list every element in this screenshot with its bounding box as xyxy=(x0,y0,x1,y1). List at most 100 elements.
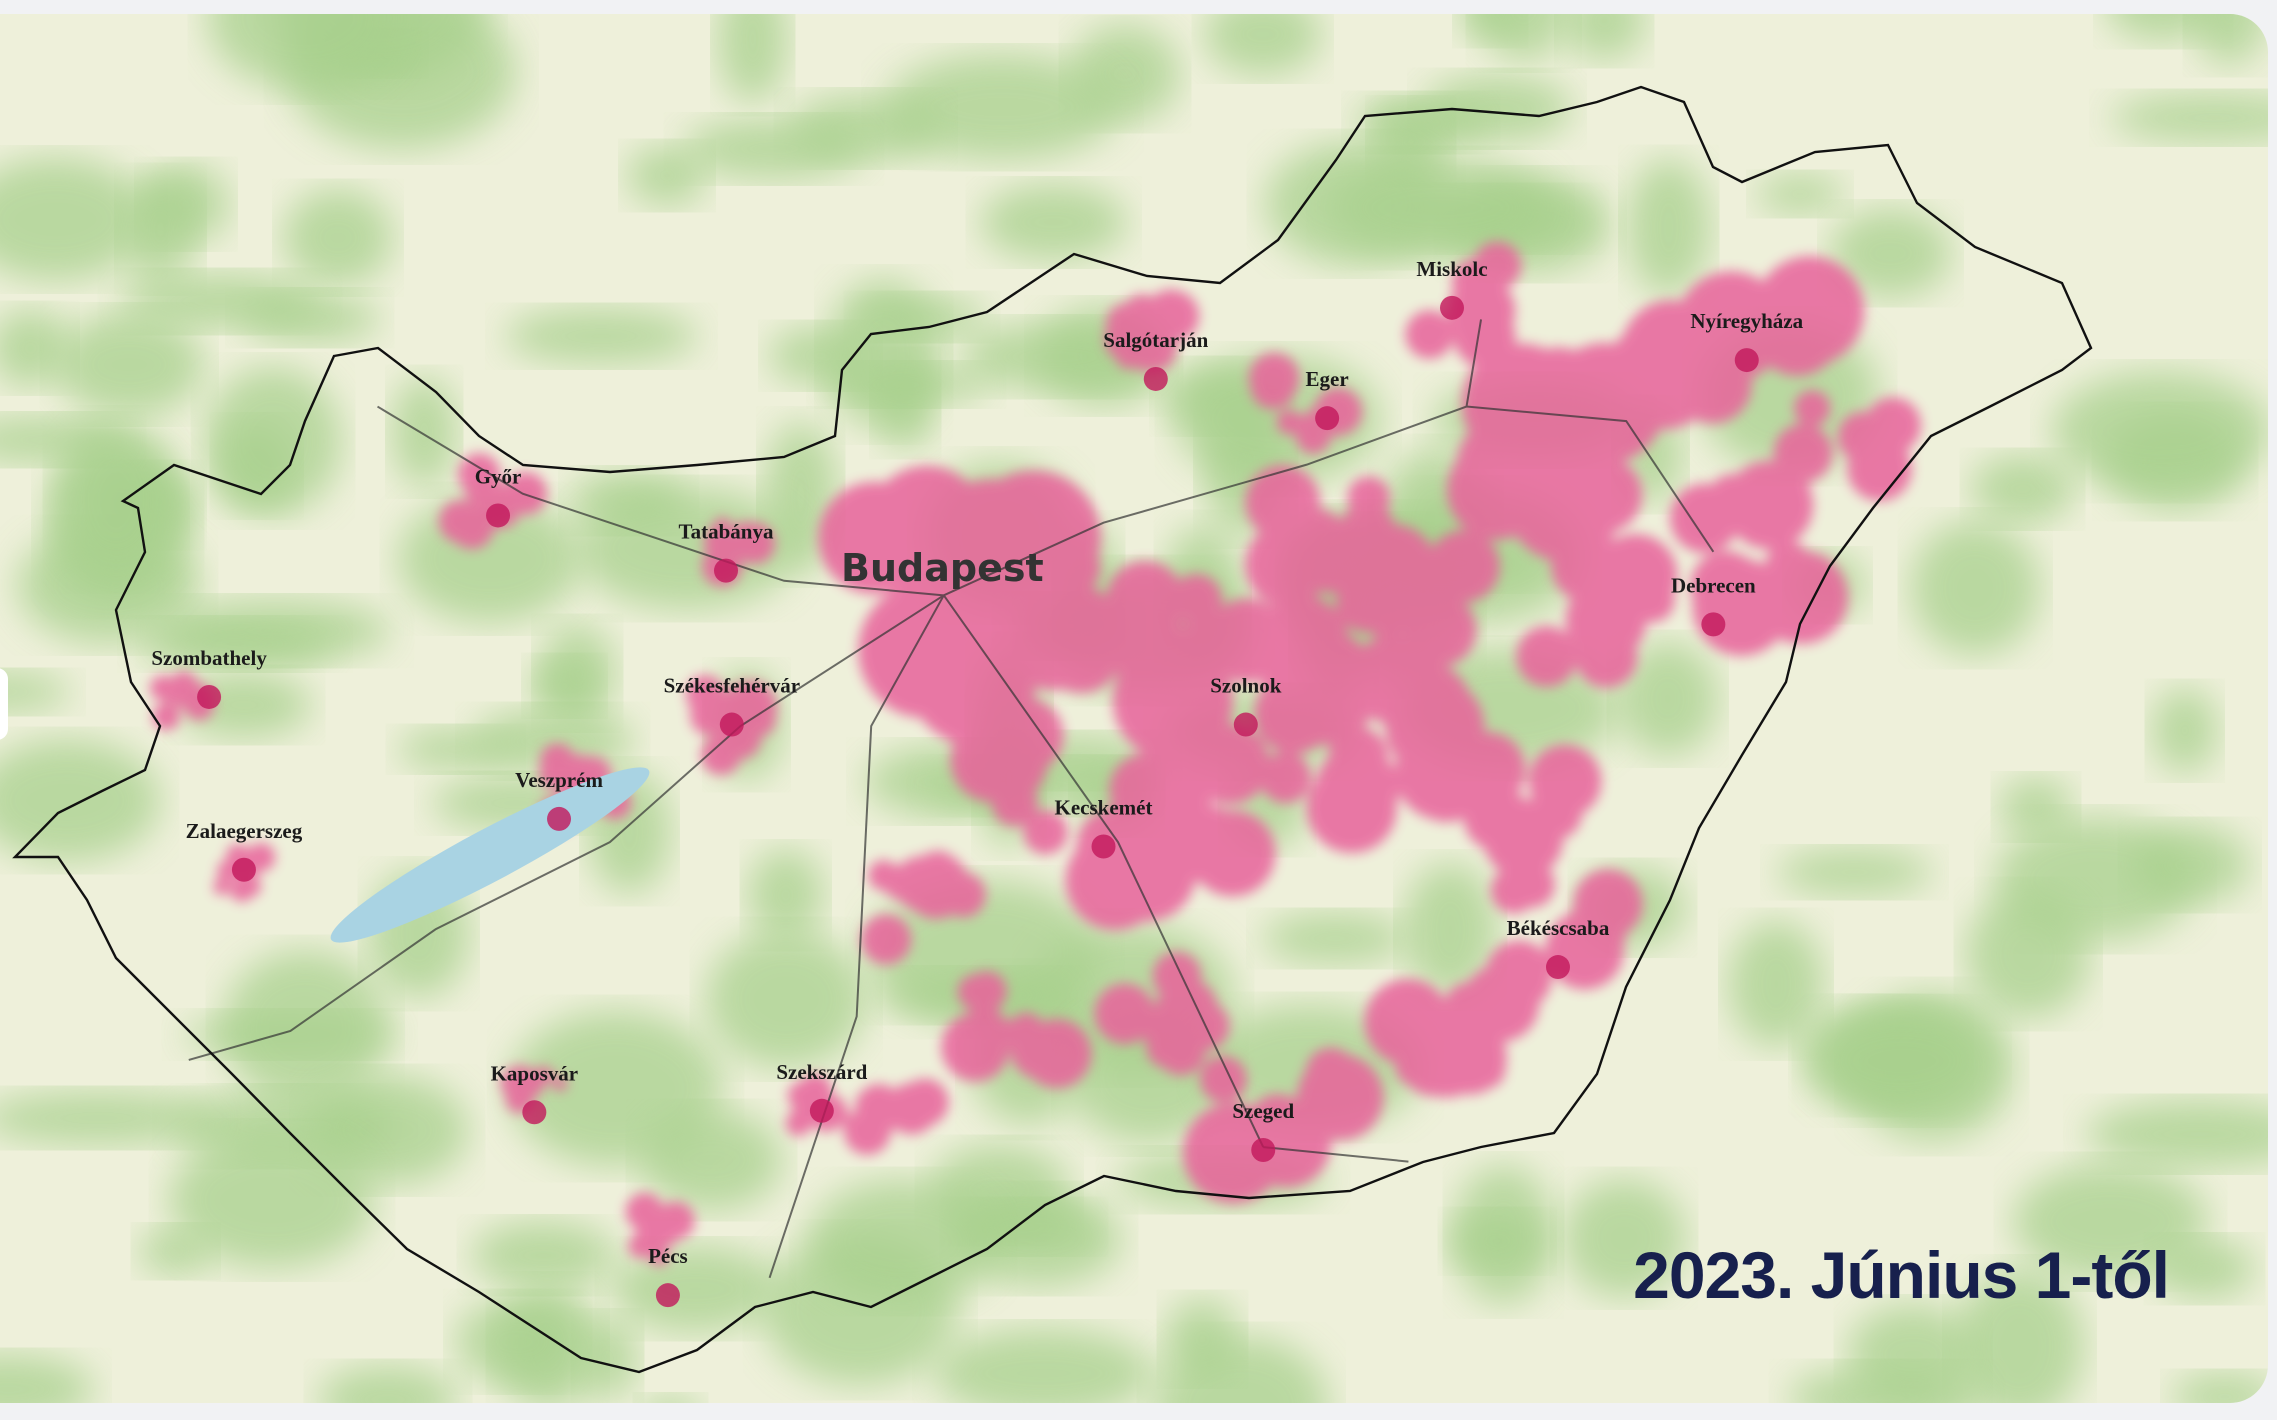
lake-balaton xyxy=(330,767,650,943)
forest-patch xyxy=(2190,14,2268,66)
coverage-area xyxy=(656,1201,695,1240)
coverage-area xyxy=(1690,550,1762,623)
city-marker xyxy=(1091,834,1116,859)
road-layer xyxy=(188,319,1715,1279)
coverage-area xyxy=(861,914,912,965)
city-label: Veszprém xyxy=(515,768,603,792)
coverage-area xyxy=(1048,541,1101,594)
city-label: Salgótarján xyxy=(1103,328,1208,352)
forest-patch xyxy=(1476,14,1572,62)
forest-patch xyxy=(980,183,1128,261)
forest-patch xyxy=(717,14,789,104)
forest-patch xyxy=(0,308,72,388)
coverage-area xyxy=(438,499,482,543)
forest-patch xyxy=(528,658,601,714)
city-marker xyxy=(1143,366,1168,391)
forest-patch xyxy=(1261,912,1410,965)
coverage-area xyxy=(785,1110,812,1137)
coverage-area xyxy=(1332,540,1394,602)
coverage-area xyxy=(552,1075,568,1091)
city-label: Miskolc xyxy=(1416,257,1487,281)
coverage-area xyxy=(1146,1028,1186,1068)
coverage-area xyxy=(940,872,986,918)
coverage-area xyxy=(1262,628,1380,746)
coverage-area xyxy=(1535,763,1581,809)
forest-patch xyxy=(118,273,323,330)
forest-patch xyxy=(283,188,393,288)
coverage-area xyxy=(152,702,181,731)
forest-patch xyxy=(0,671,72,713)
coverage-area xyxy=(1306,762,1397,854)
forest-patch xyxy=(648,1396,693,1403)
forest-patch xyxy=(54,312,204,417)
city-label: Nyíregyháza xyxy=(1690,309,1803,333)
country-border xyxy=(12,85,2093,1374)
coverage-area xyxy=(1189,724,1270,805)
forest-patch xyxy=(207,14,402,91)
city-marker xyxy=(547,806,572,831)
forest-patch xyxy=(169,1131,375,1269)
coverage-area xyxy=(1259,751,1312,804)
coverage-area xyxy=(1183,1102,1284,1204)
city-label: Szeged xyxy=(1232,1099,1294,1123)
city-label: Szekszárd xyxy=(776,1060,867,1084)
coverage-area xyxy=(1754,550,1848,645)
coverage-area xyxy=(504,471,548,515)
motorway xyxy=(377,405,944,597)
forest-patch xyxy=(2151,687,2218,774)
forest-patch xyxy=(2109,93,2268,142)
coverage-area xyxy=(540,743,575,778)
forest-patch xyxy=(2153,1238,2256,1300)
coverage-area xyxy=(1065,831,1165,930)
coverage-area xyxy=(217,860,238,881)
forest-patch xyxy=(823,364,990,405)
coverage-area xyxy=(988,697,1064,774)
coverage-area xyxy=(1864,397,1921,454)
coverage-area xyxy=(1565,579,1647,661)
forest-patch xyxy=(1755,173,1845,215)
city-marker xyxy=(522,1100,547,1125)
coverage-area xyxy=(1670,483,1740,554)
city-marker xyxy=(1315,406,1340,431)
motorway xyxy=(943,405,1715,597)
city-marker xyxy=(719,712,744,737)
coverage-area xyxy=(1010,1021,1068,1079)
city-label: Szolnok xyxy=(1210,674,1282,698)
forest-patch xyxy=(0,1091,218,1146)
coverage-map[interactable]: Miskolc Nyíregyháza Salgótarján Eger Győr Tat… xyxy=(0,14,2268,1403)
coverage-area xyxy=(1573,869,1643,939)
coverage-area xyxy=(1432,1020,1507,1095)
forest-patch xyxy=(934,1328,1154,1403)
forest-patch xyxy=(639,1109,783,1212)
coverage-area xyxy=(1405,310,1454,359)
coverage-area xyxy=(860,1117,891,1148)
forest-patch xyxy=(122,173,200,285)
coverage-area xyxy=(1475,301,1508,334)
coverage-area xyxy=(1276,409,1302,435)
forest-patch xyxy=(391,375,457,488)
date-title: 2023. Június 1-től xyxy=(1633,1238,2170,1312)
coverage-area xyxy=(703,524,739,560)
left-edge-handle xyxy=(0,668,8,740)
forest-patch xyxy=(1728,920,1825,1048)
forest-patch xyxy=(471,1221,616,1290)
forest-patch xyxy=(1965,889,2091,1019)
coverage-area xyxy=(1250,363,1296,410)
city-marker xyxy=(1233,712,1258,737)
city-label: Pécs xyxy=(648,1244,688,1268)
coverage-area xyxy=(628,1233,653,1259)
forest-patch xyxy=(222,950,389,1106)
forest-patch xyxy=(2085,1100,2268,1168)
forest-patch xyxy=(1402,862,1498,998)
coverage-area xyxy=(1127,322,1178,373)
city-marker xyxy=(231,857,256,882)
city-marker xyxy=(809,1098,834,1123)
forest-patch xyxy=(136,619,334,668)
forest-patch xyxy=(1617,641,1719,757)
coverage-area xyxy=(213,878,231,896)
map-canvas: Miskolc Nyíregyháza Salgótarján Eger Győr Tat… xyxy=(0,14,2268,1403)
coverage-area xyxy=(1023,810,1068,855)
forest-patch xyxy=(747,848,824,943)
coverage-area xyxy=(1245,522,1330,607)
forest-patch xyxy=(682,118,866,180)
